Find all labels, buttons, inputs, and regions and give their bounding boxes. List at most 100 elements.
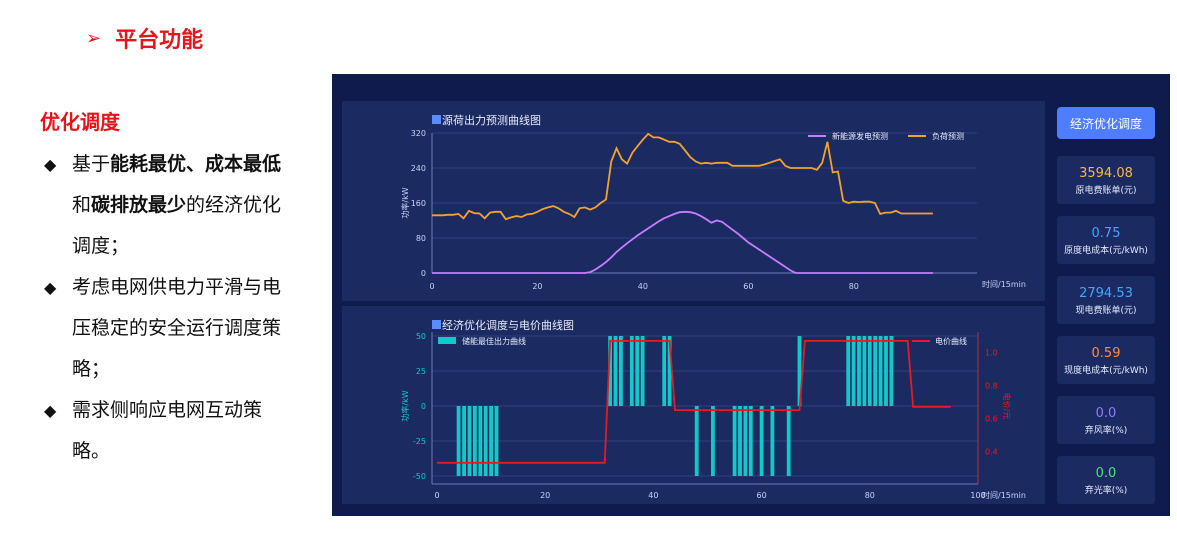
diamond-bullet-icon: ◆ [44, 278, 57, 297]
section-title: 平台功能 [115, 28, 204, 53]
metric-card: 0.0 弃风率(%) [1057, 396, 1155, 444]
storage-bar [797, 336, 802, 406]
y2-axis-label: 电价/元 [1002, 393, 1012, 420]
schedule-chart: 经济优化调度与电价曲线图 -50 -25 0 25 50 0.4 0.6 0.8 1.0 0 20 40… [342, 306, 1045, 504]
metric-label: 现电费账单(元) [1075, 306, 1137, 316]
subtitle: 优化调度 [40, 110, 120, 134]
arrow-bullet-icon: ➢ [86, 27, 102, 49]
storage-bar [867, 336, 872, 406]
metric-card: 0.75 原度电成本(元/kWh) [1057, 216, 1155, 264]
storage-bar [786, 406, 791, 476]
storage-bar [489, 406, 493, 476]
storage-bar [857, 336, 861, 406]
storage-bar [473, 406, 477, 476]
metric-value: 0.0 [1095, 466, 1117, 481]
title-marker-icon [432, 320, 441, 329]
y2-tick-label: 0.4 [985, 447, 998, 456]
metric-label: 弃风率(%) [1084, 426, 1128, 436]
storage-bar [878, 336, 883, 406]
feature-text: 需求侧响应电网互动策略。 [72, 399, 263, 462]
metric-value: 0.75 [1091, 226, 1121, 241]
metric-card: 0.59 现度电成本(元/kWh) [1057, 336, 1155, 384]
forecast-chart: 源荷出力预测曲线图 0 80 160 240 320 0 20 40 60 80 时间/15min 功率… [342, 101, 1045, 301]
x-tick-label: 0 [434, 491, 439, 500]
y-tick-label: 0 [421, 269, 426, 278]
y-tick-label: 50 [416, 332, 426, 341]
x-tick-label: 100 [970, 491, 985, 500]
storage-bar [462, 406, 466, 476]
metric-label: 原度电成本(元/kWh) [1064, 246, 1148, 256]
storage-bar [619, 336, 623, 406]
x-tick-label: 80 [865, 491, 875, 500]
storage-bar [732, 406, 737, 476]
y2-tick-label: 0.8 [985, 381, 998, 390]
storage-bar [873, 336, 878, 406]
storage-bar [494, 406, 499, 476]
x-axis-label: 时间/15min [982, 490, 1026, 500]
x-tick-label: 60 [757, 491, 767, 500]
diamond-bullet-icon: ◆ [44, 401, 57, 420]
storage-bar [743, 406, 748, 476]
storage-bar [635, 336, 640, 406]
price-line [437, 340, 951, 464]
storage-bar [889, 336, 894, 406]
x-axis-label: 时间/15min [982, 279, 1026, 289]
legend-swatch [438, 337, 456, 344]
x-tick-label: 60 [743, 282, 753, 291]
storage-bar [748, 406, 753, 476]
feature-item: ◆ 基于能耗最优、成本最低和碳排放最少的经济优化调度； [44, 144, 294, 267]
legend-label: 储能最佳出力曲线 [462, 336, 526, 346]
storage-bar [884, 336, 888, 406]
feature-text: 考虑电网供电力平滑与电压稳定的安全运行调度策略； [72, 276, 282, 380]
x-tick-label: 20 [540, 491, 550, 500]
diamond-bullet-icon: ◆ [44, 155, 57, 174]
storage-bar [608, 336, 612, 406]
economic-optimization-button[interactable]: 经济优化调度 [1057, 107, 1155, 139]
storage-bar [478, 406, 483, 476]
x-tick-label: 40 [638, 282, 648, 291]
storage-bar [846, 336, 851, 406]
y-tick-label: 80 [416, 234, 426, 243]
x-tick-label: 40 [648, 491, 658, 500]
metric-card: 3594.08 原电费账单(元) [1057, 156, 1155, 204]
metric-label: 弃光率(%) [1084, 486, 1128, 496]
feature-item: ◆ 考虑电网供电力平滑与电压稳定的安全运行调度策略； [44, 267, 294, 390]
storage-bar [456, 406, 461, 476]
legend-label: 电价曲线 [935, 336, 967, 346]
storage-bar [662, 336, 667, 406]
legend-label: 新能源发电预测 [832, 131, 888, 141]
series-line [432, 210, 933, 274]
y-axis-label: 功率/kW [400, 187, 410, 218]
metric-label: 原电费账单(元) [1075, 186, 1137, 196]
y-tick-label: 0 [421, 402, 426, 411]
storage-bar [759, 406, 764, 476]
x-tick-label: 80 [849, 282, 859, 291]
metric-card: 2794.53 现电费账单(元) [1057, 276, 1155, 324]
y-tick-label: 240 [411, 164, 426, 173]
storage-bar [640, 336, 645, 406]
storage-bar [467, 406, 472, 476]
y-tick-label: -25 [413, 437, 426, 446]
metric-value: 0.59 [1091, 346, 1121, 361]
x-tick-label: 20 [532, 282, 542, 291]
metric-card: 0.0 弃光率(%) [1057, 456, 1155, 504]
storage-bar [667, 336, 672, 406]
y2-tick-label: 0.6 [985, 414, 998, 423]
storage-bar [613, 336, 618, 406]
series-line [432, 132, 933, 221]
metric-value: 2794.53 [1079, 286, 1133, 301]
y2-tick-label: 1.0 [985, 348, 998, 357]
storage-bar [770, 406, 775, 476]
section-heading: ➢ 平台功能 [86, 22, 203, 54]
feature-text: 基于能耗最优、成本最低和碳排放最少的经济优化调度； [72, 153, 282, 257]
y-axis-label: 功率/kW [400, 390, 410, 421]
legend-label: 负荷预测 [932, 131, 964, 141]
metric-value: 0.0 [1095, 406, 1117, 421]
metric-value: 3594.08 [1079, 166, 1133, 181]
y-tick-label: 160 [411, 199, 426, 208]
forecast-chart-svg: 源荷出力预测曲线图 0 80 160 240 320 0 20 40 60 80 时间/15min 功率… [400, 113, 1026, 291]
chart-title: 源荷出力预测曲线图 [442, 113, 541, 127]
x-tick-label: 0 [429, 282, 434, 291]
storage-bar [851, 336, 856, 406]
storage-bar [862, 336, 867, 406]
